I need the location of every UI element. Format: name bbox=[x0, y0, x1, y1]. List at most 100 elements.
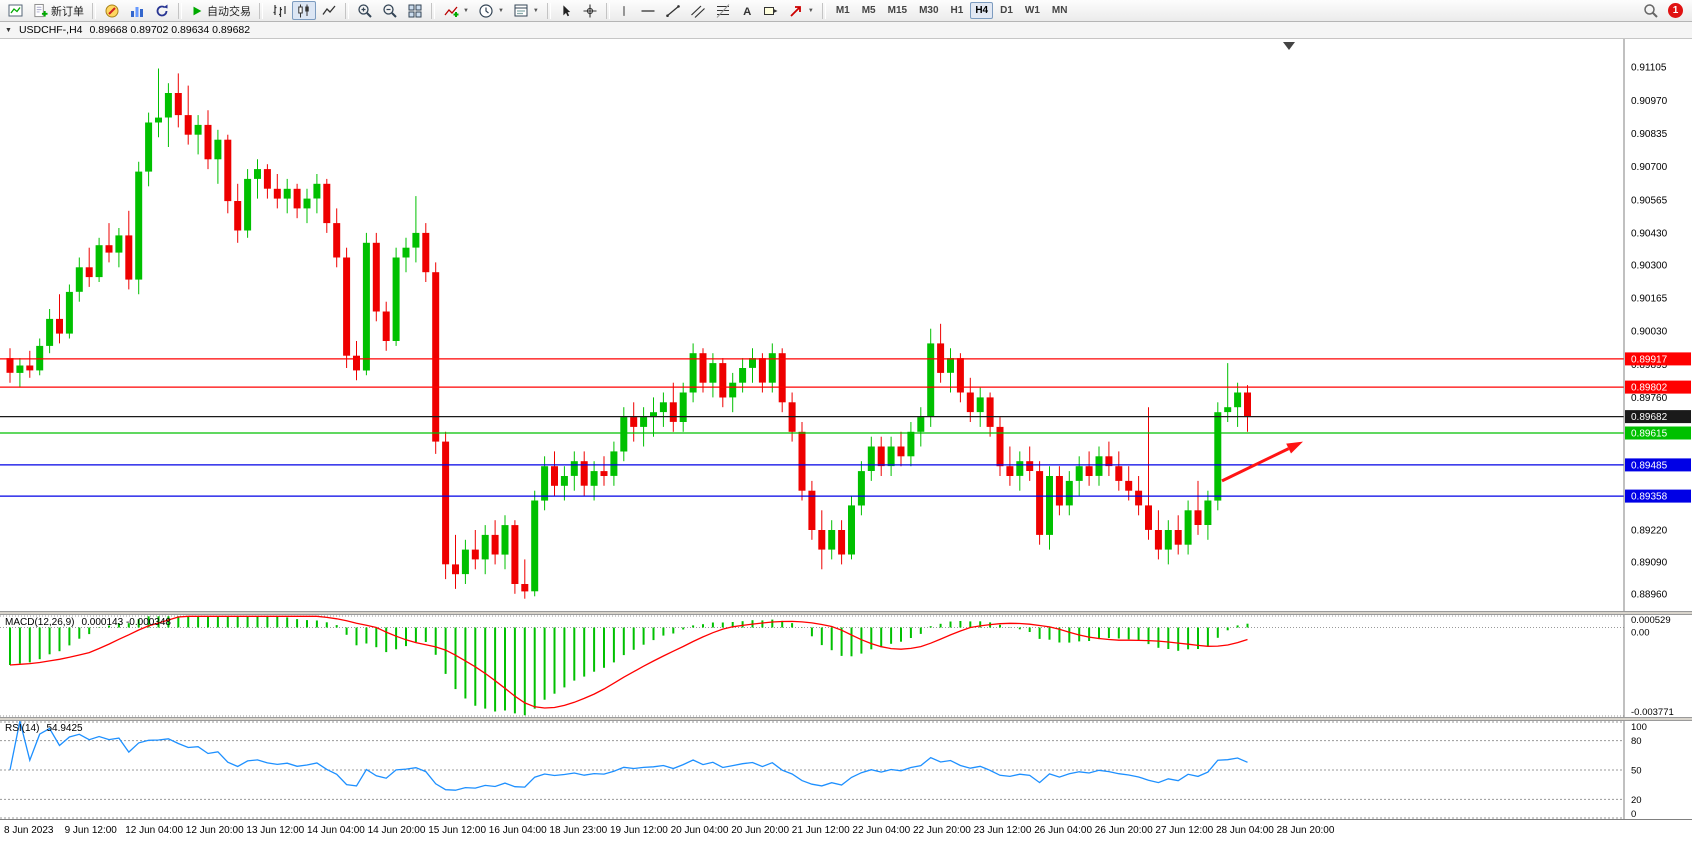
trendline-button[interactable] bbox=[661, 1, 685, 20]
periods-button[interactable]: ▼ bbox=[474, 1, 508, 20]
trend-arrow-annotation[interactable] bbox=[1221, 441, 1303, 483]
rsi-label: RSI(14) 54.9425 bbox=[5, 723, 83, 734]
zoom-out-button[interactable] bbox=[378, 1, 402, 20]
time-axis-label: 26 Jun 04:00 bbox=[1034, 825, 1093, 836]
crosshair-button[interactable] bbox=[578, 1, 602, 20]
notification-badge[interactable]: 1 bbox=[1668, 3, 1683, 18]
vertical-line-button[interactable] bbox=[614, 1, 635, 20]
chart-line-button[interactable] bbox=[317, 1, 341, 20]
chart-bars-button[interactable] bbox=[267, 1, 291, 20]
macd-chart-canvas[interactable]: 0.000529 0.00 -0.003771 bbox=[0, 615, 1692, 717]
profile-charts-button[interactable] bbox=[125, 1, 149, 20]
indicators-button[interactable]: ▼ bbox=[439, 1, 473, 20]
svg-text:-0.003771: -0.003771 bbox=[1631, 707, 1674, 717]
timeframe-D1[interactable]: D1 bbox=[995, 2, 1018, 19]
main-toolbar: 新订单 自动交易 bbox=[0, 0, 1692, 22]
horizontal-line-icon bbox=[641, 9, 655, 12]
price-panel[interactable]: 0.91105 0.90970 0.90835 0.90700 0.90565 0.904… bbox=[0, 39, 1692, 611]
template-icon bbox=[514, 4, 528, 16]
autotrading-label: 自动交易 bbox=[207, 5, 251, 18]
rsi-name: RSI(14) bbox=[5, 723, 40, 734]
chart-candles-button[interactable] bbox=[292, 1, 316, 20]
toolbar-separator bbox=[431, 2, 435, 19]
time-axis-label: 21 Jun 12:00 bbox=[791, 825, 850, 836]
toolbar-separator bbox=[605, 2, 610, 19]
cursor-button[interactable] bbox=[555, 1, 577, 20]
label-tag-icon bbox=[763, 6, 778, 15]
timeframe-H4[interactable]: H4 bbox=[970, 2, 994, 19]
dropdown-caret-icon: ▼ bbox=[532, 7, 539, 14]
svg-text:100: 100 bbox=[1631, 722, 1647, 733]
fibonacci-icon bbox=[716, 3, 730, 18]
time-axis[interactable]: 8 Jun 2023 9 Jun 12:00 12 Jun 04:00 12 Jun … bbox=[0, 819, 1692, 843]
timeframe-W1[interactable]: W1 bbox=[1020, 2, 1045, 19]
dropdown-caret-icon: ▼ bbox=[497, 7, 504, 14]
time-axis-label: 28 Jun 04:00 bbox=[1216, 825, 1274, 836]
chart-ohlc-values: 0.89668 0.89702 0.89634 0.89682 bbox=[89, 24, 251, 36]
search-icon[interactable] bbox=[1643, 3, 1659, 19]
rsi-chart-canvas[interactable]: 100 80 50 20 0 bbox=[0, 721, 1692, 819]
timeframe-M5[interactable]: M5 bbox=[857, 2, 881, 19]
rsi-panel[interactable]: RSI(14) 54.9425 100 80 50 20 0 bbox=[0, 721, 1692, 819]
timeframe-MN[interactable]: MN bbox=[1047, 2, 1073, 19]
cursor-arrow-icon bbox=[563, 4, 571, 16]
horizontal-line-button[interactable] bbox=[636, 1, 660, 20]
window-menu-icon[interactable]: ▼ bbox=[5, 26, 12, 34]
text-label-button[interactable] bbox=[759, 1, 783, 20]
svg-text:0.89615: 0.89615 bbox=[1631, 429, 1668, 440]
svg-text:0.89760: 0.89760 bbox=[1631, 393, 1668, 404]
arrows-button[interactable]: ▼ bbox=[784, 1, 818, 20]
compass-icon bbox=[105, 4, 119, 17]
templates-button[interactable]: ▼ bbox=[509, 1, 543, 20]
time-axis-label: 14 Jun 20:00 bbox=[367, 825, 426, 836]
price-chart-canvas[interactable]: 0.91105 0.90970 0.90835 0.90700 0.90565 0.904… bbox=[0, 39, 1692, 611]
channel-icon bbox=[690, 5, 705, 18]
channel-button[interactable] bbox=[686, 1, 710, 20]
toolbar-separator bbox=[345, 2, 349, 19]
arrow-tool-icon bbox=[790, 5, 801, 17]
new-order-button[interactable]: 新订单 bbox=[29, 1, 88, 20]
indicators-icon bbox=[444, 6, 459, 17]
zoom-in-button[interactable] bbox=[353, 1, 377, 20]
tile-windows-button[interactable] bbox=[403, 1, 427, 20]
time-axis-label: 8 Jun 2023 bbox=[4, 825, 54, 836]
autotrading-button[interactable]: 自动交易 bbox=[186, 1, 255, 20]
chart-titlebar[interactable]: ▼ USDCHF-,H4 0.89668 0.89702 0.89634 0.8… bbox=[0, 22, 1692, 39]
svg-text:0.00: 0.00 bbox=[1631, 628, 1650, 639]
panel-divider[interactable] bbox=[0, 611, 1692, 615]
text-button[interactable]: A bbox=[736, 1, 758, 20]
timeframe-M30[interactable]: M30 bbox=[914, 2, 943, 19]
time-axis-label: 18 Jun 23:00 bbox=[549, 825, 608, 836]
time-axis-label: 28 Jun 20:00 bbox=[1276, 825, 1335, 836]
svg-text:0.89485: 0.89485 bbox=[1631, 460, 1668, 471]
time-axis-label: 22 Jun 20:00 bbox=[913, 825, 971, 836]
time-axis-label: 15 Jun 12:00 bbox=[428, 825, 487, 836]
compass-button[interactable] bbox=[100, 1, 124, 20]
timeframe-M1[interactable]: M1 bbox=[831, 2, 855, 19]
macd-name: MACD(12,26,9) bbox=[5, 617, 75, 628]
refresh-button[interactable] bbox=[150, 1, 174, 20]
bar-chart-icon bbox=[273, 4, 286, 17]
macd-panel[interactable]: MACD(12,26,9) 0.000143 -0.000348 0.00052… bbox=[0, 615, 1692, 717]
price-axis-labels[interactable]: 0.91105 0.90970 0.90835 0.90700 0.90565 0.904… bbox=[1631, 63, 1668, 601]
chart-shift-marker[interactable] bbox=[1283, 42, 1295, 50]
timeframe-M15[interactable]: M15 bbox=[883, 2, 912, 19]
time-axis-label: 9 Jun 12:00 bbox=[64, 825, 117, 836]
svg-text:0.90970: 0.90970 bbox=[1631, 96, 1668, 107]
timeframe-H1[interactable]: H1 bbox=[946, 2, 969, 19]
svg-text:0.89682: 0.89682 bbox=[1631, 412, 1668, 423]
panel-divider[interactable] bbox=[0, 717, 1692, 721]
toolbar-separator bbox=[178, 2, 182, 19]
svg-text:A: A bbox=[743, 5, 751, 17]
zoom-out-icon bbox=[383, 3, 397, 18]
rsi-line bbox=[9, 721, 1248, 791]
time-axis-label: 27 Jun 12:00 bbox=[1155, 825, 1214, 836]
svg-text:0.88960: 0.88960 bbox=[1631, 589, 1668, 600]
dropdown-caret-icon: ▼ bbox=[463, 7, 469, 14]
chart-symbol-period: USDCHF-,H4 bbox=[18, 24, 83, 36]
time-axis-label: 19 Jun 12:00 bbox=[610, 825, 668, 836]
horizontal-lines[interactable] bbox=[0, 358, 1624, 497]
fibonacci-button[interactable] bbox=[711, 1, 735, 20]
new-chart-button[interactable] bbox=[4, 1, 28, 20]
candles-series bbox=[6, 68, 1251, 599]
